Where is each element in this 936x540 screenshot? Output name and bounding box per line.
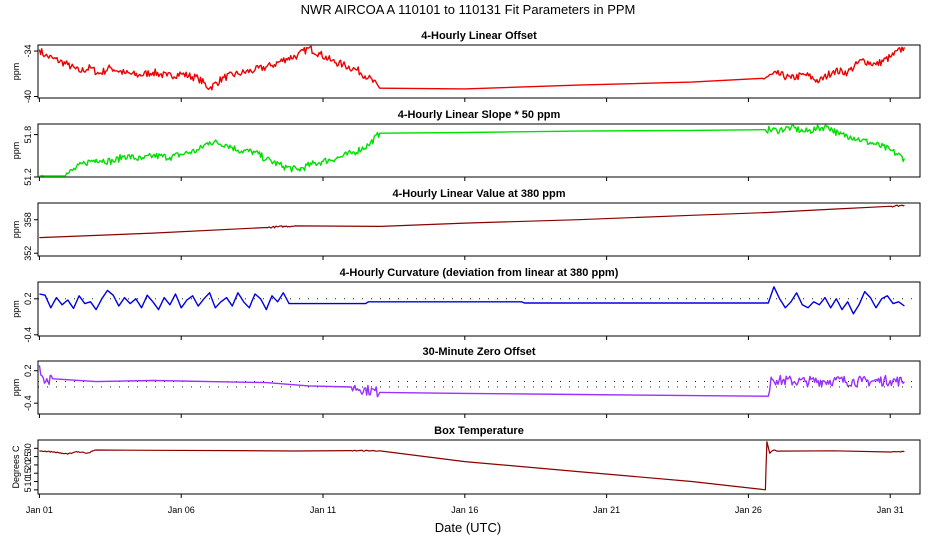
panel-frame [37,202,921,257]
panel-frame [37,44,921,99]
series-line [39,441,905,491]
x-axis-label: Date (UTC) [435,520,501,535]
series-line [39,124,906,177]
y-tick-label: 5 [23,487,33,492]
x-tick-label: Jan 16 [451,505,478,515]
panel-frame [37,360,921,415]
x-tick-label: Jan 31 [877,505,904,515]
y-tick-label: 51.2 [23,168,33,186]
panels: 4-Hourly Linear Offset-34-40ppm4-Hourly … [11,30,921,498]
y-axis-label: ppm [11,379,21,397]
x-tick-label: Jan 11 [310,505,336,515]
panel-title: 4-Hourly Curvature (deviation from linea… [340,267,619,279]
panel-frame [37,123,921,178]
y-tick-label: -0.4 [23,395,33,411]
x-tick-label: Jan 26 [735,505,762,515]
panel-2: 4-Hourly Linear Slope * 50 ppm 51.8 51.2pp… [11,109,921,186]
y-axis-label: ppm [11,221,21,239]
y-axis-label: Degrees C [11,445,21,489]
y-tick-label: -40 [23,90,33,103]
y-tick-label: -34 [23,45,33,58]
x-axis: Jan 01 Jan 06 Jan 11 Jan 16 Jan 21 Jan 26 Jan … [26,505,904,515]
x-tick-label: Jan 21 [593,505,620,515]
panel-title: Box Temperature [434,425,524,437]
figure-title: NWR AIRCOA A 110101 to 110131 Fit Parame… [301,2,636,17]
x-tick-label: Jan 01 [26,505,53,515]
series-line [39,286,905,315]
panel-frame [37,439,921,495]
y-axis-label: ppm [11,142,21,160]
y-tick-label: 30 [23,443,33,453]
y-axis-label: ppm [11,300,21,318]
panel-frame [37,281,921,337]
y-tick-label: 20 [23,460,33,470]
panel-title: 30-Minute Zero Offset [422,346,535,358]
y-tick-label: 358 [23,212,33,227]
panel-3: 4-Hourly Linear Value at 380 ppm 358 352pp… [11,188,921,261]
series-line [39,204,905,239]
y-tick-label: 15 [23,468,33,478]
panel-title: 4-Hourly Linear Value at 380 ppm [392,188,565,200]
y-tick-label: -0.4 [23,327,33,343]
y-tick-label: 0.2 [23,364,33,377]
series-line [38,365,905,398]
y-tick-label: 51.8 [23,126,33,144]
series-line [38,45,906,91]
panel-4: 4-Hourly Curvature (deviation from linea… [11,267,921,343]
panel-title: 4-Hourly Linear Slope * 50 ppm [398,109,561,121]
y-tick-label: 0.2 [23,293,33,306]
y-axis-label: ppm [11,63,21,81]
panel-title: 4-Hourly Linear Offset [421,30,537,42]
y-tick-label: 25 [23,452,33,462]
x-tick-label: Jan 06 [168,505,195,515]
y-tick-label: 352 [23,246,33,261]
y-tick-label: 10 [23,477,33,487]
